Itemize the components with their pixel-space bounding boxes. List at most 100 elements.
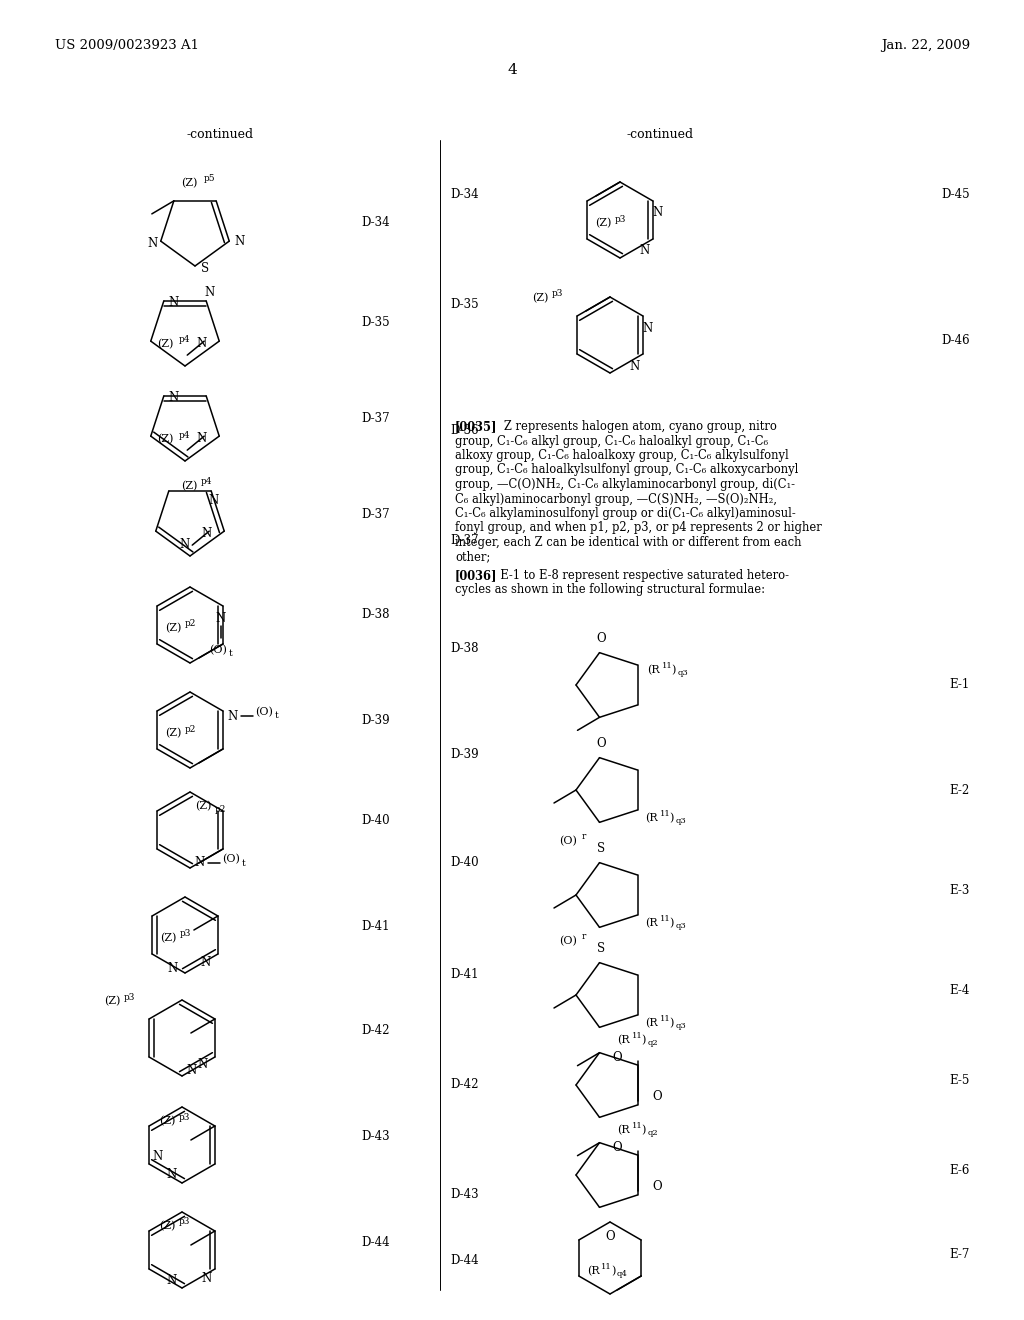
Text: (R: (R [645,917,658,928]
Text: t: t [242,858,246,867]
Text: D-37: D-37 [361,507,390,520]
Text: D-34: D-34 [361,215,390,228]
Text: p3: p3 [552,289,563,298]
Text: (Z): (Z) [165,727,181,738]
Text: D-43: D-43 [361,1130,390,1143]
Text: p2: p2 [185,725,197,734]
Text: E-2: E-2 [949,784,970,796]
Text: E-5: E-5 [949,1073,970,1086]
Text: D-38: D-38 [361,609,390,622]
Text: N: N [197,432,207,445]
Text: (Z): (Z) [160,933,176,944]
Text: N: N [234,235,245,248]
Text: N: N [147,236,158,249]
Text: q2: q2 [647,1129,658,1137]
Text: p4: p4 [179,430,190,440]
Text: fonyl group, and when p1, p2, p3, or p4 represents 2 or higher: fonyl group, and when p1, p2, p3, or p4 … [455,521,821,535]
Text: (R: (R [645,1018,658,1028]
Text: N: N [227,710,238,722]
Text: N: N [640,244,650,257]
Text: (O): (O) [559,936,578,946]
Text: D-35: D-35 [361,315,390,329]
Text: E-1 to E-8 represent respective saturated hetero-: E-1 to E-8 represent respective saturate… [493,569,790,582]
Text: [0036]: [0036] [455,569,498,582]
Text: D-35: D-35 [450,298,478,312]
Text: (R: (R [617,1035,630,1045]
Text: N: N [197,337,207,350]
Text: ): ) [672,665,676,675]
Text: t: t [229,649,232,659]
Text: alkoxy group, C₁-C₆ haloalkoxy group, C₁-C₆ alkylsulfonyl: alkoxy group, C₁-C₆ haloalkoxy group, C₁… [455,449,788,462]
Text: (R: (R [647,665,660,675]
Text: ): ) [611,1266,615,1276]
Text: D-36: D-36 [450,424,478,437]
Text: D-37: D-37 [361,412,390,425]
Text: p4: p4 [201,478,212,486]
Text: D-38: D-38 [450,642,478,655]
Text: 11: 11 [632,1032,642,1040]
Text: D-40: D-40 [361,813,390,826]
Text: (Z): (Z) [181,480,198,491]
Text: D-42: D-42 [450,1078,478,1092]
Text: N: N [202,1272,212,1286]
Text: cycles as shown in the following structural formulae:: cycles as shown in the following structu… [455,583,765,597]
Text: O: O [597,737,606,750]
Text: -continued: -continued [186,128,254,141]
Text: E-4: E-4 [949,983,970,997]
Text: p3: p3 [180,929,191,939]
Text: q3: q3 [678,669,688,677]
Text: ): ) [641,1035,646,1045]
Text: O: O [612,1051,623,1064]
Text: p3: p3 [179,1113,190,1122]
Text: 11: 11 [659,810,671,818]
Text: p3: p3 [124,993,135,1002]
Text: (Z): (Z) [595,218,611,228]
Text: S: S [201,261,209,275]
Text: E-1: E-1 [949,678,970,692]
Text: N: N [169,297,179,309]
Text: N: N [167,1274,177,1287]
Text: N: N [198,1059,208,1072]
Text: D-37: D-37 [450,533,478,546]
Text: (Z): (Z) [165,623,181,634]
Text: other;: other; [455,550,490,564]
Text: p4: p4 [179,335,190,345]
Text: p2: p2 [215,805,226,814]
Text: [0035]: [0035] [455,420,498,433]
Text: (O): (O) [255,706,272,717]
Text: q3: q3 [676,817,686,825]
Text: group, —C(O)NH₂, C₁-C₆ alkylaminocarbonyl group, di(C₁-: group, —C(O)NH₂, C₁-C₆ alkylaminocarbony… [455,478,795,491]
Text: p3: p3 [615,214,627,223]
Text: (Z): (Z) [157,339,173,350]
Text: S: S [597,942,605,956]
Text: p5: p5 [204,174,216,183]
Text: (Z): (Z) [532,293,549,304]
Text: (O): (O) [559,836,578,846]
Text: D-44: D-44 [450,1254,478,1266]
Text: 11: 11 [659,1015,671,1023]
Text: (R: (R [617,1125,630,1135]
Text: (O): (O) [209,645,226,655]
Text: p2: p2 [185,619,197,628]
Text: N: N [216,611,226,624]
Text: N: N [204,286,214,300]
Text: Jan. 22, 2009: Jan. 22, 2009 [881,38,970,51]
Text: (Z): (Z) [159,1115,175,1126]
Text: D-39: D-39 [450,748,478,762]
Text: integer, each Z can be identical with or different from each: integer, each Z can be identical with or… [455,536,802,549]
Text: (O): (O) [222,854,240,865]
Text: D-41: D-41 [450,969,478,982]
Text: D-40: D-40 [450,855,478,869]
Text: N: N [201,956,211,969]
Text: US 2009/0023923 A1: US 2009/0023923 A1 [55,38,199,51]
Text: (R: (R [587,1266,599,1276]
Text: p3: p3 [179,1217,190,1226]
Text: q4: q4 [616,1270,628,1278]
Text: (Z): (Z) [157,434,173,444]
Text: S: S [597,842,605,855]
Text: r: r [582,932,586,941]
Text: D-42: D-42 [361,1023,390,1036]
Text: 11: 11 [662,663,673,671]
Text: t: t [274,711,279,721]
Text: O: O [652,1090,663,1104]
